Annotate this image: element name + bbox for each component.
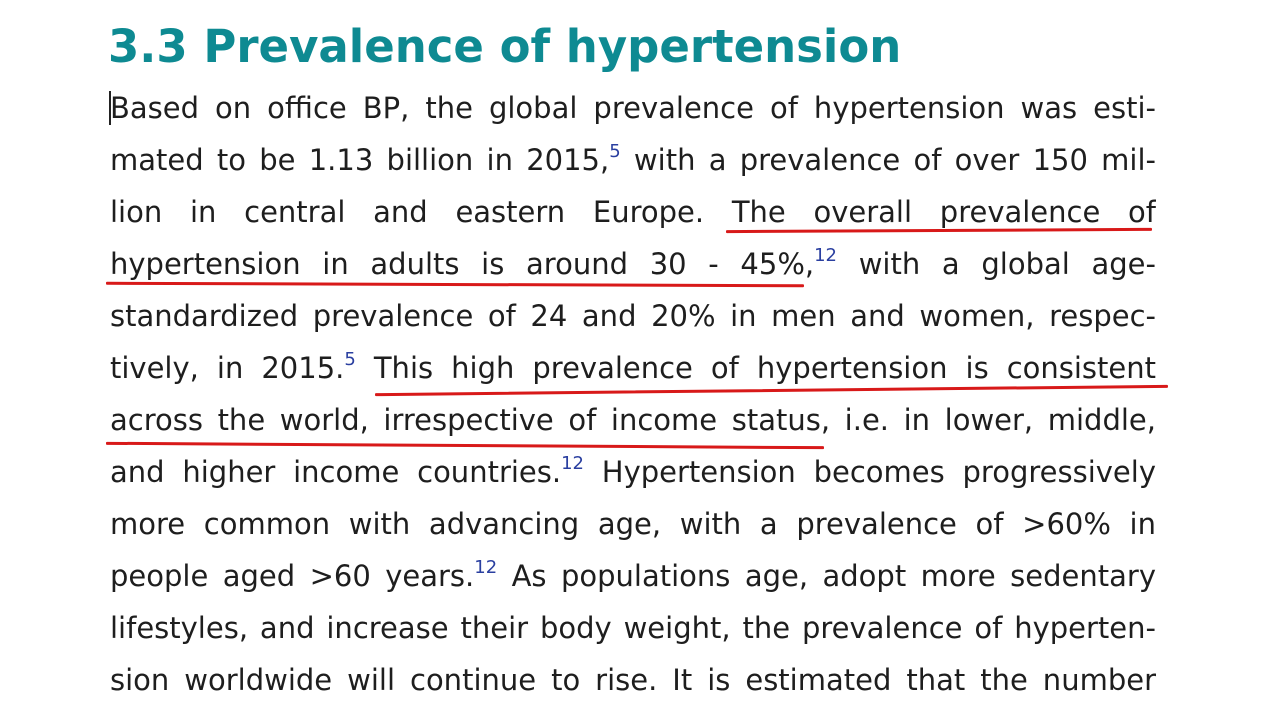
text-line: Based on office BP, the global prevalenc…: [110, 82, 1156, 134]
text-line: standardized prevalence of 24 and 20% in…: [110, 290, 1156, 342]
citation-ref[interactable]: 5: [344, 349, 356, 370]
text-run: and higher income countries.: [110, 455, 562, 489]
text-line: more common with advancing age, with a p…: [110, 498, 1156, 550]
text-line: lifestyles, and increase their body weig…: [110, 602, 1156, 654]
text-run: hypertension in adults is around 30 - 45…: [110, 247, 815, 281]
text-run: lifestyles, and increase their body weig…: [110, 611, 1156, 645]
citation-ref[interactable]: 12: [474, 557, 498, 578]
text-line: tively, in 2015.5 This high prevalence o…: [110, 342, 1156, 394]
text-line: mated to be 1.13 billion in 2015,5 with …: [110, 134, 1156, 186]
text-line: lion in central and eastern Europe. The …: [110, 186, 1156, 238]
text-run: tively, in 2015.: [110, 351, 345, 385]
citation-ref[interactable]: 12: [814, 245, 838, 266]
text-cursor: [109, 91, 111, 125]
text-run: standardized prevalence of 24 and 20% in…: [110, 299, 1156, 333]
text-run: As populations age, adopt more sedentary: [497, 559, 1156, 593]
text-run: lion in central and eastern Europe. The …: [110, 195, 1156, 229]
text-line: across the world, irrespective of income…: [110, 394, 1156, 446]
text-run: more common with advancing age, with a p…: [110, 507, 1156, 541]
text-run: across the world, irrespective of income…: [110, 403, 1156, 437]
text-line: and higher income countries.12 Hypertens…: [110, 446, 1156, 498]
text-run: This high prevalence of hypertension is …: [355, 351, 1156, 385]
text-line: hypertension in adults is around 30 - 45…: [110, 238, 1156, 290]
text-run: Hypertension becomes progressively: [584, 455, 1156, 489]
section-heading: 3.3 Prevalence of hypertension: [108, 20, 902, 73]
text-run: people aged >60 years.: [110, 559, 475, 593]
text-line: sion worldwide will continue to rise. It…: [110, 654, 1156, 706]
text-run: with a global age-: [837, 247, 1156, 281]
text-run: sion worldwide will continue to rise. It…: [110, 663, 1156, 697]
text-run: Based on office BP, the global prevalenc…: [110, 91, 1156, 125]
citation-ref[interactable]: 12: [561, 453, 584, 474]
text-line: people aged >60 years.12 As populations …: [110, 550, 1156, 602]
citation-ref[interactable]: 5: [609, 141, 621, 162]
text-run: with a prevalence of over 150 mil-: [620, 143, 1156, 177]
text-run: mated to be 1.13 billion in 2015,: [110, 143, 610, 177]
